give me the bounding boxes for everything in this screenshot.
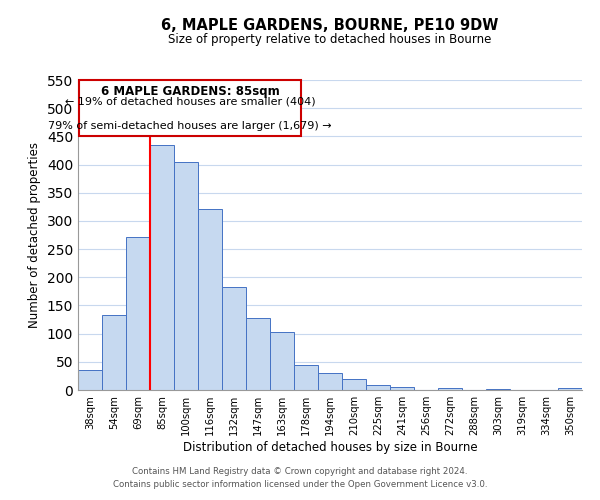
Y-axis label: Number of detached properties: Number of detached properties: [28, 142, 41, 328]
Bar: [342, 378, 366, 390]
Bar: [174, 162, 198, 390]
Bar: [438, 388, 462, 390]
Bar: [294, 364, 318, 390]
Bar: [366, 386, 390, 390]
Bar: [486, 389, 510, 390]
Text: 79% of semi-detached houses are larger (1,679) →: 79% of semi-detached houses are larger (…: [49, 121, 332, 131]
X-axis label: Distribution of detached houses by size in Bourne: Distribution of detached houses by size …: [182, 441, 478, 454]
Text: Size of property relative to detached houses in Bourne: Size of property relative to detached ho…: [169, 32, 491, 46]
Text: 6 MAPLE GARDENS: 85sqm: 6 MAPLE GARDENS: 85sqm: [101, 84, 280, 98]
FancyBboxPatch shape: [79, 80, 301, 136]
Bar: [102, 315, 126, 390]
Bar: [150, 145, 174, 390]
Bar: [390, 386, 414, 390]
Text: ← 19% of detached houses are smaller (404): ← 19% of detached houses are smaller (40…: [65, 96, 316, 106]
Bar: [246, 318, 270, 390]
Text: Contains public sector information licensed under the Open Government Licence v3: Contains public sector information licen…: [113, 480, 487, 489]
Text: Contains HM Land Registry data © Crown copyright and database right 2024.: Contains HM Land Registry data © Crown c…: [132, 467, 468, 476]
Bar: [270, 332, 294, 390]
Bar: [318, 373, 342, 390]
Bar: [126, 236, 150, 390]
Bar: [198, 208, 222, 390]
Bar: [78, 370, 102, 390]
Text: 6, MAPLE GARDENS, BOURNE, PE10 9DW: 6, MAPLE GARDENS, BOURNE, PE10 9DW: [161, 18, 499, 32]
Bar: [222, 287, 246, 390]
Bar: [558, 388, 582, 390]
